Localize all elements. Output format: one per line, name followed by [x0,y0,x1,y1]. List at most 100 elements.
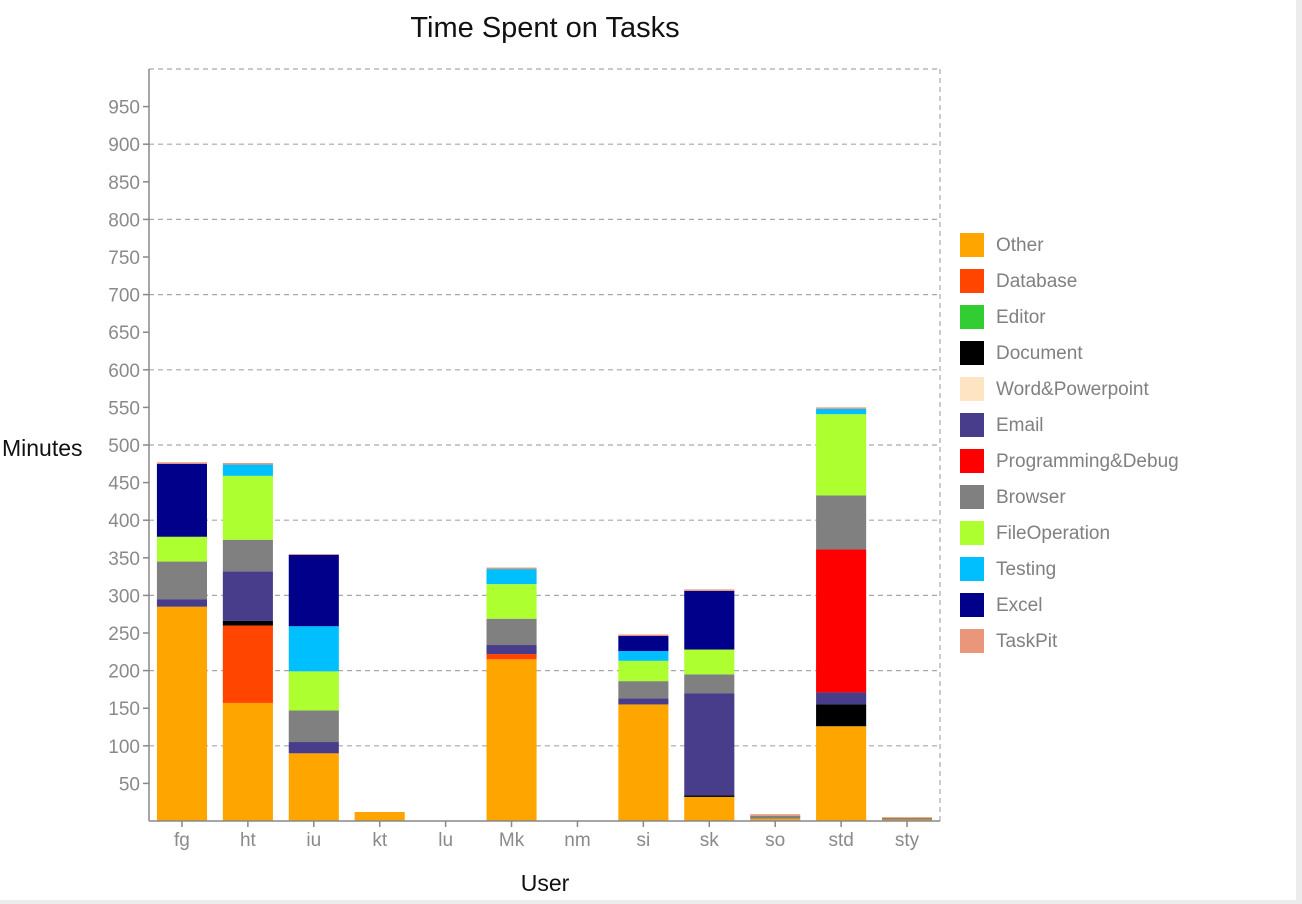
bar-segment [486,569,537,585]
bar-segment [684,796,735,821]
bar-segment [881,819,933,821]
bar-segment [288,554,339,627]
bar-segment [486,567,537,570]
bar-segment [288,710,339,743]
bar-segment [881,817,933,818]
bar-segment [750,815,801,819]
bar-segment [156,536,208,562]
legend-label: Editor [996,307,1046,328]
y-tick-label: 800 [108,210,140,231]
legend-label: Email [996,415,1044,436]
y-tick-label: 350 [108,549,140,570]
legend-label: Database [996,271,1077,292]
bar-segment [816,408,867,415]
bar-segment [881,817,933,820]
legend-swatch [960,341,984,365]
y-tick-label: 300 [108,586,140,607]
legend-swatch [960,557,984,581]
axes [143,69,940,827]
y-tick-label: 600 [108,361,140,382]
bar-segment [816,704,867,727]
legend-swatch [960,629,984,653]
x-tick-label: lu [438,830,453,851]
y-tick-label: 650 [108,323,140,344]
y-tick-label: 250 [108,624,140,645]
bar-segment [222,463,273,465]
y-tick-label: 550 [108,398,140,419]
bars [156,407,933,821]
legend-swatch [960,521,984,545]
bar-segment [486,618,537,646]
x-tick-label: std [828,830,853,851]
bar-segment [156,599,208,607]
bar-segment [750,814,801,816]
x-tick-label: si [637,830,651,851]
bar-segment [354,811,405,821]
bar-segment [684,590,735,650]
legend-label: Word&Powerpoint [996,379,1150,400]
y-tick-label: 900 [108,135,140,156]
bar-segment [222,475,273,540]
bar-segment [618,636,669,652]
bar-segment [288,742,339,754]
x-tick-label: fg [174,830,190,851]
bar-segment [156,606,208,821]
bar-segment [156,561,208,600]
chart-title: Time Spent on Tasks [410,12,679,44]
x-tick-label: nm [564,830,590,851]
legend-label: Programming&Debug [996,451,1179,472]
legend-swatch [960,269,984,293]
legend-swatch [960,449,984,473]
legend-swatch [960,485,984,509]
bar-segment [222,625,273,703]
bar-segment [816,726,867,821]
y-tick-label: 200 [108,662,140,683]
bar-segment [288,554,339,555]
y-tick-label: 150 [108,699,140,720]
legend-swatch [960,593,984,617]
grid-lines [149,68,941,821]
bar-segment [156,462,208,464]
legend-swatch [960,377,984,401]
bar-segment [618,704,669,821]
bar-segment [618,681,669,699]
legend-label: Excel [996,595,1042,616]
x-tick-label: ht [240,830,257,851]
y-tick-label: 50 [119,774,140,795]
bar-segment [288,626,339,672]
x-tick-labels: fg ht iu kt lu Mk nm si sk so std sty [174,830,920,851]
bar-segment [816,692,867,705]
bar-segment [618,698,669,705]
legend-swatch [960,233,984,257]
x-tick-label: sk [700,830,720,851]
bar-segment [222,571,273,621]
x-axis-title: User [521,870,570,896]
x-tick-label: Mk [499,830,525,851]
y-tick-label: 850 [108,173,140,194]
bar-segment [816,549,867,693]
legend: Other Database Editor Document Word&Powerpoi… [960,233,1179,653]
bar-segment [684,693,735,796]
legend-label: TaskPit [996,631,1058,652]
y-tick-label: 950 [108,98,140,119]
x-tick-label: iu [306,830,321,851]
bar-segment [156,463,208,537]
legend-label: Other [996,235,1044,256]
bar-segment [618,634,669,637]
bar-segment [684,589,735,591]
legend-label: FileOperation [996,523,1110,544]
x-tick-label: sty [895,830,920,851]
y-tick-labels: 50 100 150 200 250 300 350 400 450 500 550 600 650 70… [108,98,140,796]
y-tick-label: 450 [108,474,140,495]
bar-segment [222,539,273,572]
bar-segment [750,818,801,821]
legend-label: Browser [996,487,1066,508]
bar-segment [486,645,537,655]
x-tick-label: so [765,830,785,851]
bar-segment [222,702,273,821]
legend-swatch [960,413,984,437]
y-tick-label: 500 [108,436,140,457]
y-tick-label: 700 [108,286,140,307]
y-tick-label: 100 [108,737,140,758]
